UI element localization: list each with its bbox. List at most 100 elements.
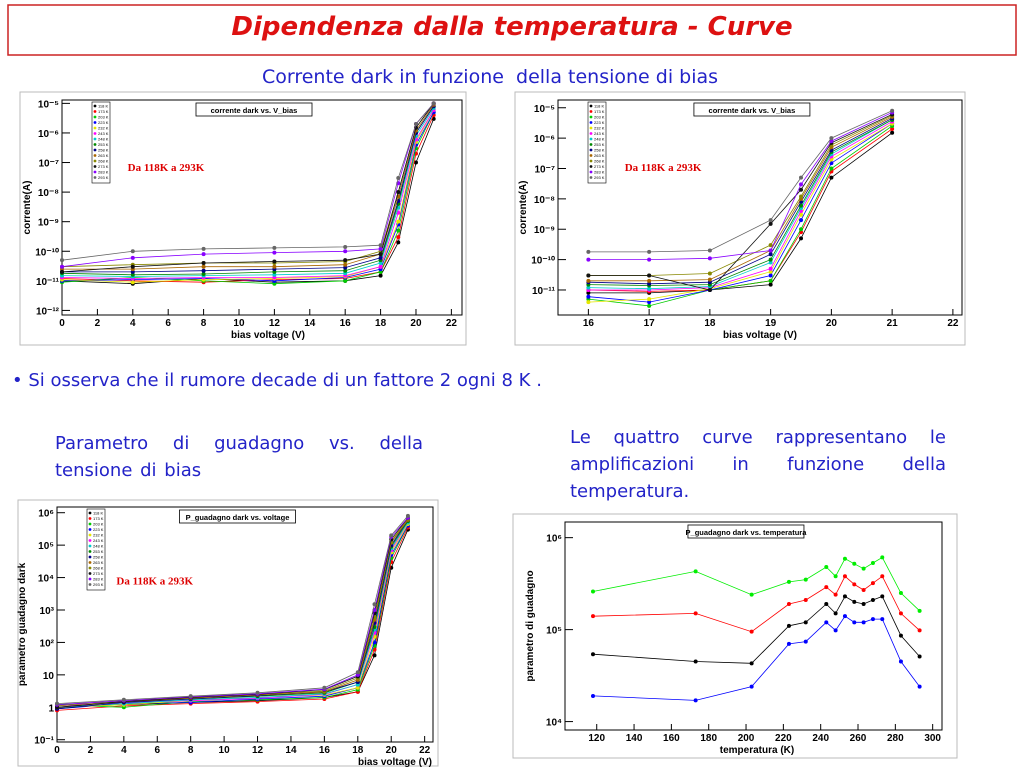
legend-label: 118 K [594,104,604,109]
data-point [799,187,804,192]
data-point [378,246,383,251]
data-point [917,628,922,633]
data-point [749,629,754,634]
x-tick-label: 6 [165,318,171,329]
y-tick-label: 10⁴ [38,574,54,585]
subtitle: Corrente dark in funzione della tensione… [261,66,719,88]
x-tick-label: 0 [54,745,60,756]
y-tick-label: 10⁵ [546,626,562,637]
legend-label: 203 K [93,522,104,527]
x-tick-label: 22 [419,745,431,756]
legend-box [587,101,607,184]
data-point [768,243,773,248]
legend-label: 118 K [93,511,103,516]
amplification-caption: Le quattro curve rappresentano le amplif… [570,427,946,502]
legend-marker [93,126,97,130]
legend-marker [589,143,593,146]
data-point [786,623,791,628]
legend-marker [589,159,593,163]
data-point [803,597,808,602]
y-axis-label: parametro di guadagno [525,570,536,681]
legend-label: 253 K [98,142,109,147]
legend-marker [589,148,593,152]
y-tick-label: 10⁻⁸ [534,195,555,206]
data-point [833,628,838,633]
legend-marker [88,544,92,548]
x-tick-label: 8 [188,745,194,756]
annotation: Da 118K a 293K [116,576,193,588]
x-tick-label: 0 [59,318,65,329]
data-point [829,166,834,171]
data-point [378,269,383,274]
data-point [749,661,754,666]
legend-label: 248 K [98,137,109,142]
data-point [842,614,847,619]
data-point [322,685,327,690]
legend-marker [88,511,92,515]
data-point [852,599,857,604]
data-point [749,592,754,597]
y-tick-label: 10⁵ [38,541,54,552]
data-point [378,273,383,278]
data-point [768,260,773,265]
x-tick-label: 18 [375,318,387,329]
legend-label: 223 K [98,120,109,125]
data-point [890,126,895,131]
data-point [880,594,885,599]
legend-marker [589,170,593,174]
legend-label: 268 K [594,159,605,164]
legend-label: 293 K [594,175,605,180]
legend-label: 232 K [594,126,605,131]
y-tick-label: 10⁻¹⁰ [531,256,555,267]
legend-box [86,508,106,591]
data-point [833,574,838,579]
legend-label: 263 K [594,153,605,158]
data-point [586,300,591,305]
data-point [272,245,277,250]
plot-title: corrente dark vs. V_bias [709,106,796,115]
chart: 0 2 4 6 8 10 12 14 16 18 20 22 10⁻¹² 10⁻¹¹ 10⁻¹⁰ 10⁻⁹ 10… [19,91,467,346]
data-point [917,684,922,689]
legend-marker [589,137,593,141]
x-tick-label: 14 [304,318,316,329]
y-tick-label: 10⁴ [546,718,562,729]
data-point [121,697,126,702]
data-point [378,261,383,266]
data-point [201,252,206,257]
data-point [768,248,773,253]
data-point [647,257,652,262]
data-point [799,175,804,180]
legend-label: 248 K [594,137,605,142]
data-point [378,264,383,269]
legend-label: 253 K [594,142,605,147]
data-point [707,287,712,292]
data-point [343,278,348,283]
x-axis-label: temperatura (K) [720,745,794,756]
y-tick-label: 10⁻⁸ [38,188,59,199]
data-point [898,591,903,596]
legend-marker [88,572,92,575]
data-point [396,190,401,195]
data-point [343,268,348,273]
x-tick-label: 260 [850,733,867,744]
data-point [917,654,922,659]
data-point [272,250,277,255]
data-point [590,652,595,657]
data-point [343,265,348,270]
data-point [378,252,383,257]
data-point [768,282,773,287]
y-tick-label: 10⁻⁷ [534,164,555,175]
data-point [586,257,591,262]
legend-marker [88,550,92,553]
data-point [707,256,712,261]
data-point [647,273,652,278]
data-point [870,597,875,602]
legend-label: 268 K [98,159,109,164]
data-point [693,569,698,574]
data-point [890,130,895,135]
data-point [272,272,277,277]
data-point [586,290,591,295]
data-point [693,611,698,616]
legend-marker [589,176,593,179]
annotation: Da 118K a 293K [128,162,205,174]
